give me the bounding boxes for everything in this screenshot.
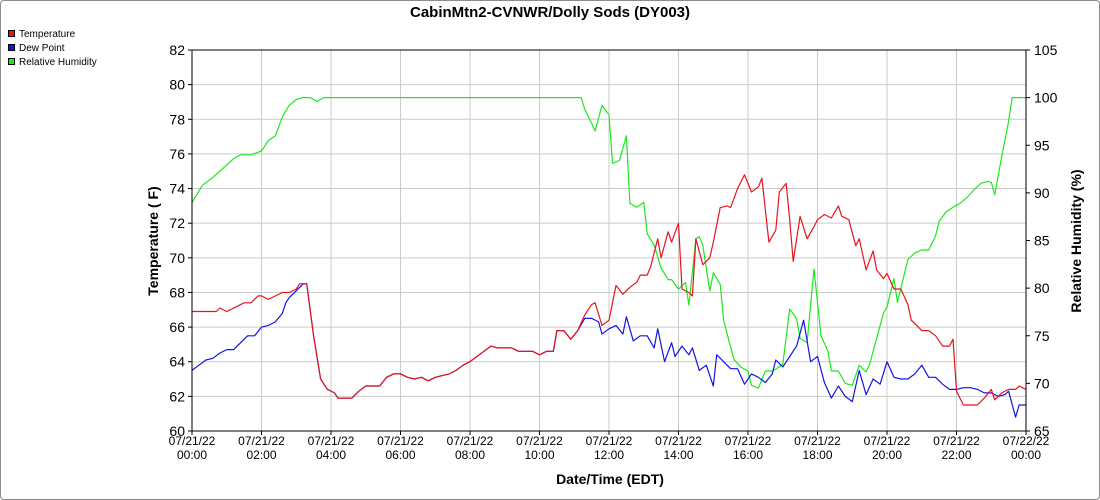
- x-tick-time-5: 10:00: [524, 448, 554, 462]
- grid: [191, 49, 1027, 432]
- x-tick-date-12: 07/22/22: [1003, 434, 1050, 448]
- series-layer: [191, 96, 1027, 418]
- y-tick-label-11: 82: [169, 42, 185, 58]
- legend-item-temperature: Temperature: [8, 28, 97, 42]
- x-tick-time-10: 20:00: [872, 448, 902, 462]
- x-axis-label: Date/Time (EDT): [556, 471, 664, 487]
- x-tick-time-7: 14:00: [663, 448, 693, 462]
- x-tick-date-10: 07/21/22: [864, 434, 911, 448]
- legend-swatch-relative-humidity: [8, 58, 15, 65]
- x-tick-time-1: 02:00: [246, 448, 276, 462]
- legend-label-dew-point: Dew Point: [19, 43, 65, 54]
- legend-item-relative-humidity: Relative Humidity: [8, 56, 97, 70]
- y-axis-label: Temperature ( F): [145, 186, 161, 295]
- y2-tick-label-2: 75: [1034, 328, 1050, 344]
- x-tick-date-9: 07/21/22: [794, 434, 841, 448]
- x-tick-date-7: 07/21/22: [655, 434, 702, 448]
- y2-tick-label-4: 85: [1034, 233, 1050, 249]
- y-tick-label-10: 80: [169, 77, 185, 93]
- x-tick-time-11: 22:00: [941, 448, 971, 462]
- x-tick-time-2: 04:00: [316, 448, 346, 462]
- x-tick-time-0: 00:00: [177, 448, 207, 462]
- x-tick-date-6: 07/21/22: [586, 434, 633, 448]
- y-tick-label-3: 66: [169, 319, 185, 335]
- x-tick-date-0: 07/21/22: [169, 434, 216, 448]
- x-tick-date-5: 07/21/22: [516, 434, 563, 448]
- y-tick-label-8: 76: [169, 146, 185, 162]
- legend-label-temperature: Temperature: [19, 29, 76, 40]
- x-tick-time-12: 00:00: [1011, 448, 1041, 462]
- x-tick-time-8: 16:00: [733, 448, 763, 462]
- chart-title: CabinMtn2-CVNWR/Dolly Sods (DY003): [409, 4, 691, 21]
- y-tick-label-2: 64: [169, 354, 185, 370]
- y2-tick-label-0: 65: [1034, 423, 1050, 439]
- x-tick-time-9: 18:00: [802, 448, 832, 462]
- legend-item-dew-point: Dew Point: [8, 42, 97, 56]
- x-tick-time-4: 08:00: [455, 448, 485, 462]
- x-tick-date-1: 07/21/22: [238, 434, 285, 448]
- series-line-temperature: [192, 174, 1027, 406]
- y-axis-ticks: 60 62 64 66 68 70 72 74 76 78 80 82: [169, 42, 192, 439]
- y2-axis-ticks: 65 70 75 80 85 90 95 100 105: [1026, 42, 1058, 439]
- x-axis-ticks: 07/21/2200:0007/21/2202:0007/21/2204:000…: [169, 431, 1050, 462]
- y2-tick-label-1: 70: [1034, 375, 1050, 391]
- legend: Temperature Dew Point Relative Humidity: [8, 28, 97, 70]
- x-tick-time-3: 06:00: [385, 448, 415, 462]
- y2-tick-label-7: 100: [1034, 90, 1058, 106]
- legend-label-relative-humidity: Relative Humidity: [19, 57, 97, 68]
- y-tick-label-5: 70: [169, 250, 185, 266]
- x-tick-date-2: 07/21/22: [308, 434, 355, 448]
- y2-tick-label-8: 105: [1034, 42, 1058, 58]
- y2-tick-label-6: 95: [1034, 137, 1050, 153]
- legend-swatch-temperature: [8, 30, 15, 37]
- y-tick-label-0: 60: [169, 423, 185, 439]
- y-tick-label-1: 62: [169, 388, 185, 404]
- y-tick-label-4: 68: [169, 284, 185, 300]
- legend-swatch-dew-point: [8, 44, 15, 51]
- y-tick-label-6: 72: [169, 215, 185, 231]
- y2-axis-label: Relative Humidity (%): [1068, 169, 1084, 312]
- y-tick-label-7: 74: [169, 181, 185, 197]
- y2-tick-label-5: 90: [1034, 185, 1050, 201]
- x-tick-date-8: 07/21/22: [725, 434, 772, 448]
- y-tick-label-9: 78: [169, 111, 185, 127]
- series-line-relative-humidity: [191, 96, 1026, 389]
- x-tick-date-3: 07/21/22: [377, 434, 424, 448]
- x-tick-time-6: 12:00: [594, 448, 624, 462]
- x-tick-date-11: 07/21/22: [933, 434, 980, 448]
- x-tick-date-4: 07/21/22: [447, 434, 494, 448]
- y2-tick-label-3: 80: [1034, 280, 1050, 296]
